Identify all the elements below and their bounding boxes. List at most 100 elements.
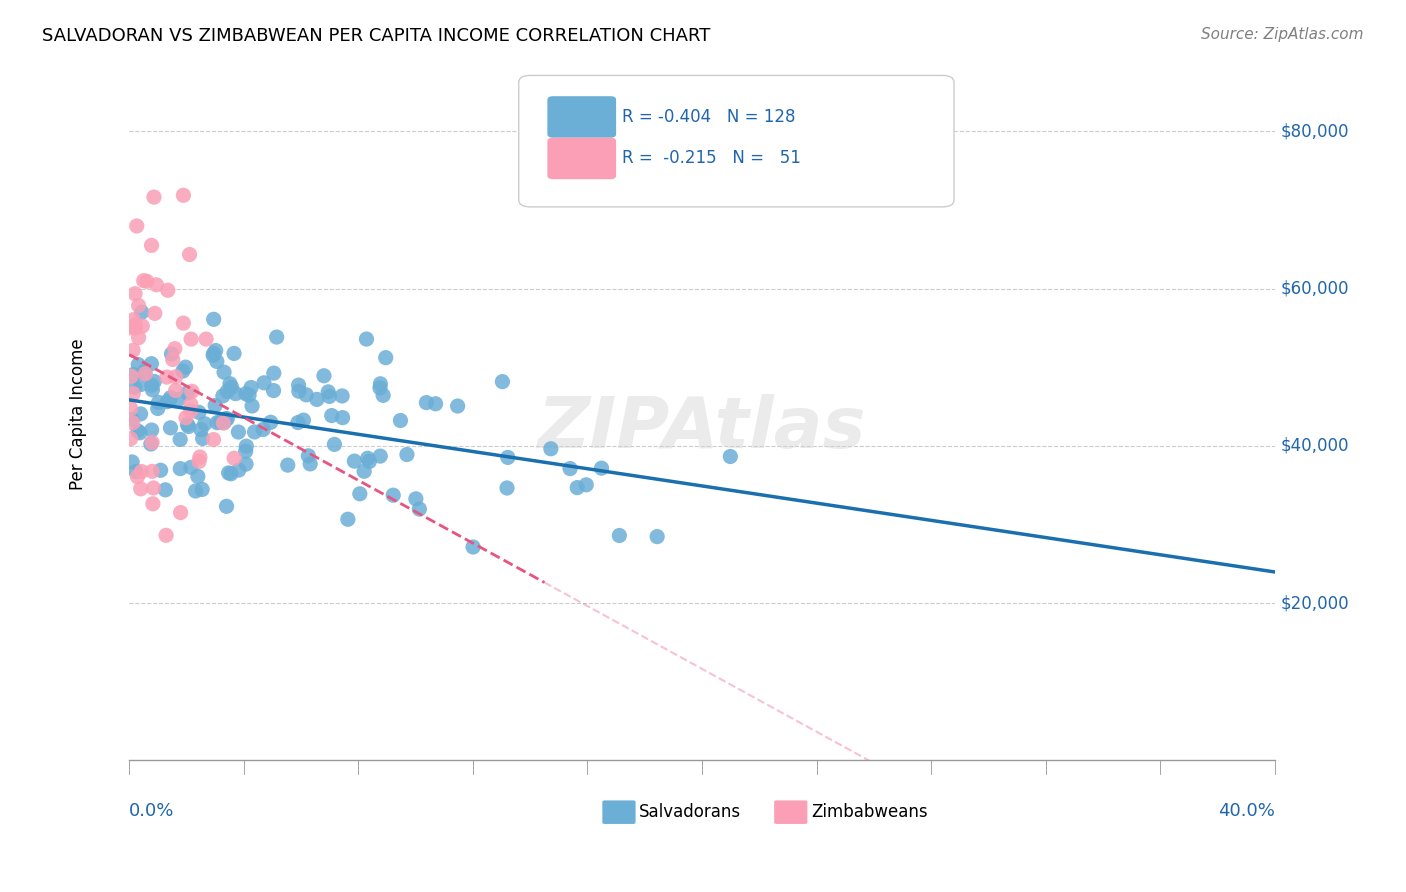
- Point: [373, 388, 395, 402]
- Point: [491, 375, 513, 389]
- Text: 0.0%: 0.0%: [129, 802, 174, 820]
- Text: SALVADORAN VS ZIMBABWEAN PER CAPITA INCOME CORRELATION CHART: SALVADORAN VS ZIMBABWEAN PER CAPITA INCO…: [42, 27, 710, 45]
- Point: [125, 219, 148, 233]
- Point: [374, 351, 396, 365]
- FancyBboxPatch shape: [602, 800, 636, 824]
- Point: [143, 375, 166, 389]
- Point: [124, 380, 146, 394]
- Point: [127, 358, 149, 372]
- Point: [167, 392, 190, 407]
- Point: [120, 321, 142, 335]
- Point: [461, 540, 484, 554]
- Point: [141, 357, 163, 371]
- Point: [316, 384, 339, 399]
- Text: $80,000: $80,000: [1281, 122, 1348, 140]
- Point: [336, 512, 359, 526]
- Point: [174, 360, 197, 375]
- Point: [188, 454, 211, 468]
- Point: [215, 411, 238, 425]
- Point: [212, 389, 235, 403]
- Point: [323, 437, 346, 451]
- Point: [540, 442, 562, 456]
- Point: [330, 389, 353, 403]
- Point: [134, 364, 156, 378]
- Point: [368, 381, 391, 395]
- Text: $40,000: $40,000: [1281, 437, 1348, 455]
- Point: [558, 461, 581, 475]
- Point: [415, 395, 437, 409]
- Point: [156, 370, 179, 384]
- Point: [292, 413, 315, 427]
- Point: [120, 432, 142, 446]
- Point: [172, 316, 194, 330]
- Point: [149, 463, 172, 477]
- Point: [172, 364, 194, 378]
- Point: [155, 483, 177, 497]
- Point: [191, 483, 214, 497]
- Point: [359, 454, 381, 468]
- Point: [287, 416, 309, 430]
- Point: [243, 425, 266, 439]
- Point: [567, 481, 589, 495]
- Point: [591, 461, 613, 475]
- Point: [321, 409, 343, 423]
- Point: [174, 410, 197, 425]
- Point: [179, 247, 201, 261]
- Point: [143, 190, 166, 204]
- Point: [353, 464, 375, 478]
- Point: [128, 299, 150, 313]
- Point: [141, 423, 163, 437]
- Point: [129, 425, 152, 440]
- Point: [202, 312, 225, 326]
- Point: [132, 274, 155, 288]
- Point: [357, 451, 380, 466]
- Point: [356, 332, 378, 346]
- Point: [156, 394, 179, 409]
- Point: [217, 412, 239, 426]
- Point: [225, 386, 247, 401]
- Point: [160, 347, 183, 361]
- Point: [163, 342, 186, 356]
- Point: [408, 502, 430, 516]
- Text: 40.0%: 40.0%: [1218, 802, 1275, 820]
- Point: [215, 500, 238, 514]
- Point: [228, 463, 250, 477]
- Point: [209, 415, 232, 429]
- Point: [169, 506, 191, 520]
- Point: [180, 404, 202, 418]
- Point: [139, 437, 162, 451]
- Point: [219, 376, 242, 391]
- Point: [645, 530, 668, 544]
- Point: [212, 365, 235, 379]
- Point: [191, 432, 214, 446]
- Point: [143, 306, 166, 320]
- Point: [204, 399, 226, 413]
- Point: [127, 469, 149, 483]
- Point: [157, 393, 180, 408]
- Point: [202, 433, 225, 447]
- FancyBboxPatch shape: [547, 137, 616, 179]
- Point: [287, 378, 309, 392]
- FancyBboxPatch shape: [547, 96, 616, 137]
- FancyBboxPatch shape: [519, 76, 955, 207]
- Point: [218, 466, 240, 480]
- Point: [195, 332, 218, 346]
- Point: [142, 497, 165, 511]
- Text: R = -0.404   N = 128: R = -0.404 N = 128: [621, 108, 796, 126]
- Point: [122, 312, 145, 326]
- Point: [297, 449, 319, 463]
- Point: [224, 451, 246, 466]
- Point: [165, 384, 187, 398]
- Point: [176, 386, 198, 401]
- Point: [405, 491, 427, 506]
- Point: [205, 416, 228, 430]
- Point: [202, 346, 225, 360]
- Point: [159, 421, 181, 435]
- FancyBboxPatch shape: [775, 800, 807, 824]
- Point: [370, 376, 392, 391]
- Point: [382, 488, 405, 502]
- Point: [124, 286, 146, 301]
- Point: [575, 478, 598, 492]
- Point: [395, 448, 418, 462]
- Point: [260, 415, 283, 429]
